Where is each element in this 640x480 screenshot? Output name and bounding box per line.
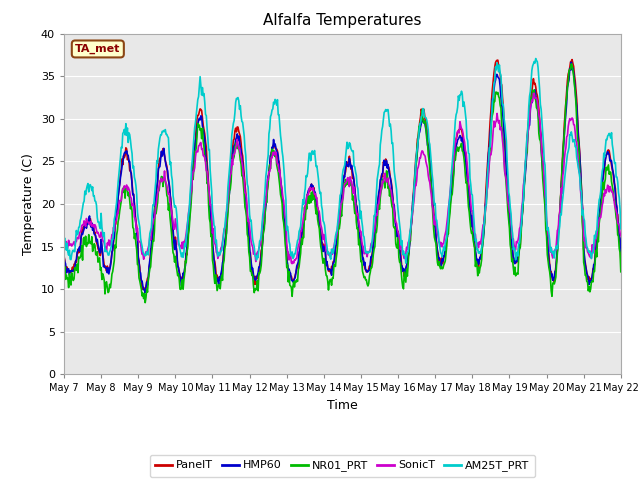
NR01_PRT [566, 66, 574, 72]
SonicT [60, 239, 68, 245]
NR01_PRT [444, 227, 451, 233]
AM25T_PRT [388, 141, 396, 146]
PanelT [183, 252, 191, 258]
AM25T_PRT [334, 219, 342, 225]
AM25T_PRT [617, 226, 625, 232]
NR01_PRT [207, 234, 215, 240]
PanelT [568, 57, 576, 62]
AM25T_PRT [206, 168, 214, 173]
HMP60 [566, 67, 574, 72]
NR01_PRT [183, 249, 191, 255]
AM25T_PRT [60, 237, 68, 242]
NR01_PRT [568, 61, 575, 67]
AM25T_PRT [182, 235, 190, 240]
Text: TA_met: TA_met [75, 44, 120, 54]
PanelT [141, 287, 149, 292]
PanelT [60, 253, 68, 259]
PanelT [444, 227, 451, 232]
NR01_PRT [617, 269, 625, 275]
PanelT [207, 214, 215, 219]
AM25T_PRT [532, 56, 540, 61]
SonicT [182, 231, 190, 237]
HMP60 [335, 224, 342, 229]
Line: AM25T_PRT: AM25T_PRT [64, 59, 621, 263]
NR01_PRT [335, 222, 342, 228]
HMP60 [568, 60, 575, 65]
PanelT [617, 256, 625, 262]
AM25T_PRT [568, 129, 575, 135]
NR01_PRT [389, 205, 397, 211]
X-axis label: Time: Time [327, 399, 358, 412]
Line: HMP60: HMP60 [64, 62, 621, 293]
AM25T_PRT [444, 224, 451, 229]
Line: NR01_PRT: NR01_PRT [64, 64, 621, 303]
PanelT [335, 219, 342, 225]
SonicT [617, 232, 625, 238]
Line: SonicT: SonicT [64, 93, 621, 264]
Title: Alfalfa Temperatures: Alfalfa Temperatures [263, 13, 422, 28]
SonicT [288, 261, 296, 266]
Line: PanelT: PanelT [64, 60, 621, 289]
Legend: PanelT, HMP60, NR01_PRT, SonicT, AM25T_PRT: PanelT, HMP60, NR01_PRT, SonicT, AM25T_P… [150, 455, 535, 477]
PanelT [389, 194, 397, 200]
HMP60 [207, 221, 215, 227]
NR01_PRT [141, 300, 149, 306]
SonicT [206, 202, 214, 208]
Y-axis label: Temperature (C): Temperature (C) [22, 153, 35, 255]
HMP60 [389, 194, 397, 200]
SonicT [531, 90, 538, 96]
AM25T_PRT [402, 260, 410, 266]
HMP60 [60, 254, 68, 260]
SonicT [568, 116, 575, 122]
HMP60 [141, 290, 149, 296]
HMP60 [617, 249, 625, 254]
HMP60 [444, 233, 451, 239]
NR01_PRT [60, 274, 68, 279]
SonicT [444, 214, 451, 220]
SonicT [389, 198, 397, 204]
PanelT [566, 59, 574, 65]
SonicT [335, 220, 342, 226]
HMP60 [183, 244, 191, 250]
